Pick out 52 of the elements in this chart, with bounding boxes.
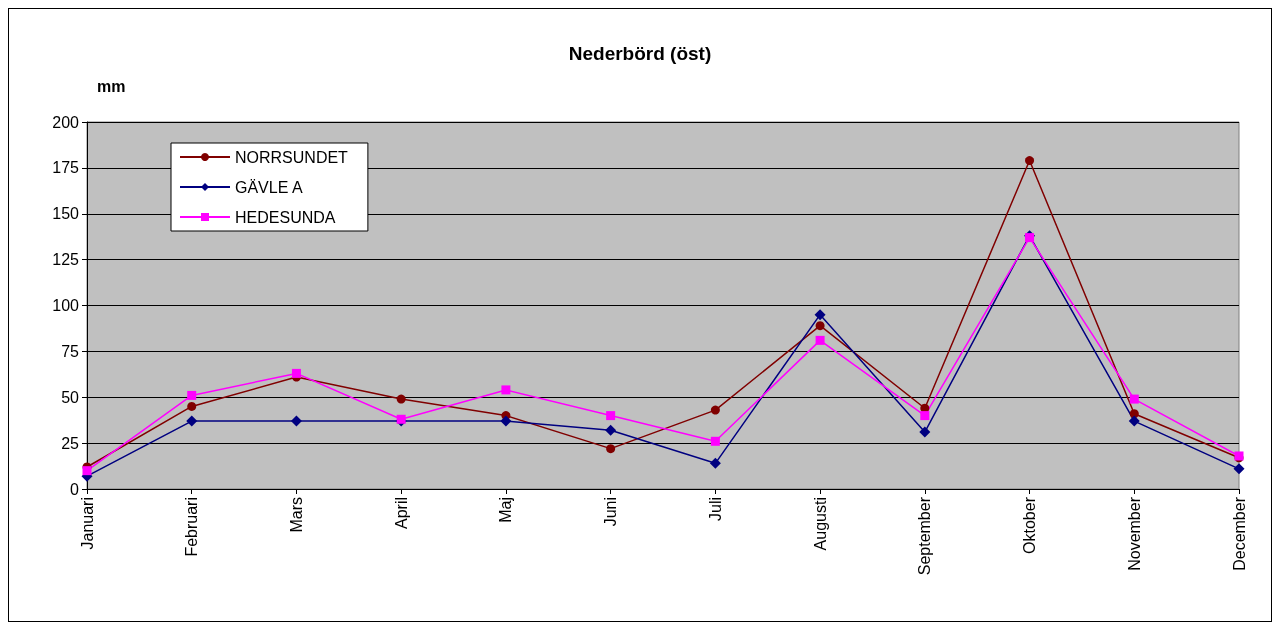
x-tick-label: Juli [706,497,724,522]
y-tick-label: 150 [52,205,80,223]
point [1025,156,1035,166]
x-tick-label: September [916,496,934,576]
x-tick-label: April [392,497,410,530]
y-tick-label: 75 [61,342,80,360]
chart-frame: mm 0 25 50 75 100 125 150 175 200 Januari Februari Mars April Maj Juni Juli Augusti September Oktober November December NORRSUNDET GÄVLE A HEDESUNDA Nederbörd (öst) [8,8,1272,622]
point [291,368,301,378]
legend-label: HEDESUNDA [235,208,336,226]
x-tick-label: December [1230,496,1248,571]
point [815,321,825,331]
y-tick-label: 50 [61,388,80,406]
point [710,405,720,415]
y-tick-label: 0 [70,480,80,498]
point [919,426,931,438]
x-tick-label: Januari [78,497,96,550]
y-tick-label: 100 [52,297,80,314]
x-tick-label: Maj [497,497,515,523]
point [814,309,826,321]
point [606,411,616,421]
y-tick-label: 125 [52,251,80,269]
point [500,415,512,427]
point [1129,394,1139,404]
legend-label: NORRSUNDET [235,148,349,166]
point [605,424,617,436]
y-axis-title: mm [97,77,126,95]
point [186,415,198,427]
point [396,394,406,404]
y-tick-label: 25 [61,434,80,452]
x-tick-label: Oktober [1021,496,1039,554]
point [709,457,721,469]
point [187,401,197,411]
chart-title: Nederbörd (öst) [568,43,712,64]
legend-label: GÄVLE A [235,178,303,196]
x-tick-label: Juni [602,497,620,527]
point [710,436,720,446]
y-tick-label: 200 [52,113,80,131]
point [1129,409,1139,419]
x-tick-label: Mars [287,497,305,533]
x-tick-label: Februari [183,497,201,557]
point [606,444,616,454]
point [290,415,302,427]
y-tick-label: 175 [52,159,80,177]
point [1128,415,1140,427]
x-tick-label: November [1125,496,1143,571]
point [920,411,930,421]
point [815,335,825,345]
point [82,466,92,476]
point [1233,463,1245,475]
point [187,390,197,400]
point [501,385,511,395]
x-tick-label: Augusti [811,497,829,551]
